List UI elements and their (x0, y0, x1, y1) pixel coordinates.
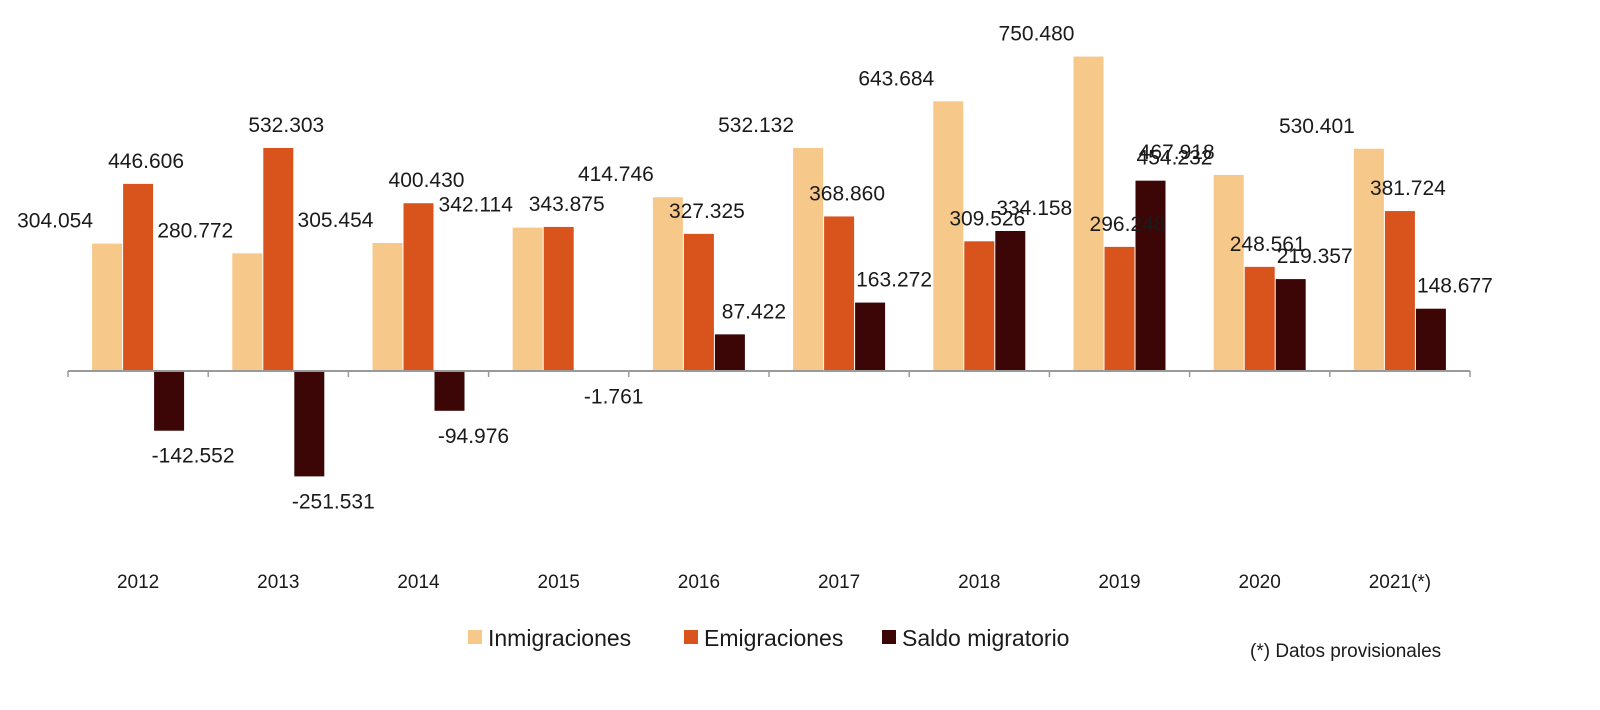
data-label-saldo-migratorio-2012: -142.552 (152, 445, 235, 468)
bars-layer (92, 56, 1446, 477)
data-label-emigraciones-2013: 532.303 (248, 114, 324, 137)
bar-saldo-migratorio-2020 (1275, 279, 1306, 371)
data-label-inmigraciones-2019: 750.480 (999, 23, 1075, 46)
data-label-emigraciones-2018: 309.526 (949, 207, 1025, 230)
data-label-saldo-migratorio-2014: -94.976 (438, 425, 509, 448)
legend-swatch-saldo-migratorio (882, 630, 896, 644)
data-label-emigraciones-2012: 446.606 (108, 150, 184, 173)
bar-emigraciones-2013 (263, 147, 294, 371)
footnote-provisional: (*) Datos provisionales (1250, 641, 1441, 662)
data-label-saldo-migratorio-2020: 219.357 (1277, 245, 1353, 268)
data-label-inmigraciones-2020: 467.918 (1139, 141, 1215, 164)
category-label-2020: 2020 (1239, 572, 1281, 593)
data-label-emigraciones-2020: 248.561 (1230, 233, 1306, 256)
bar-inmigraciones-2020 (1213, 174, 1244, 371)
data-label-saldo-migratorio-2013: -251.531 (292, 490, 375, 513)
bar-emigraciones-2017 (824, 216, 855, 371)
bar-inmigraciones-2012 (92, 243, 123, 371)
bar-inmigraciones-2015 (512, 227, 543, 371)
bar-saldo-migratorio-2016 (714, 334, 745, 371)
data-label-saldo-migratorio-2015: -1.761 (584, 386, 644, 409)
data-label-saldo-migratorio-2021: 148.677 (1417, 275, 1493, 298)
x-axis-ticks (67, 371, 1471, 377)
bar-emigraciones-2012 (123, 183, 154, 371)
data-label-saldo-migratorio-2017: 163.272 (856, 269, 932, 292)
legend-swatch-emigraciones (684, 630, 698, 644)
data-label-inmigraciones-2016: 414.746 (578, 163, 654, 186)
data-label-emigraciones-2021: 381.724 (1370, 177, 1446, 200)
category-label-2017: 2017 (818, 572, 860, 593)
bar-emigraciones-2015 (543, 226, 574, 371)
bar-emigraciones-2016 (683, 233, 714, 371)
category-label-2018: 2018 (958, 572, 1000, 593)
bar-saldo-migratorio-2017 (855, 302, 886, 371)
category-labels-layer: 2012 2013 2014 2015 2016 2017 2018 2019 2020 2021… (117, 572, 1431, 593)
bar-inmigraciones-2014 (372, 243, 403, 371)
bar-inmigraciones-2017 (793, 148, 824, 371)
category-label-2015: 2015 (538, 572, 580, 593)
bar-inmigraciones-2018 (933, 101, 964, 372)
data-label-saldo-migratorio-2019: 454.232 (1137, 147, 1213, 170)
data-labels-layer: 304.054 446.606 -142.552 280.772 532.303 -251… (17, 23, 1493, 514)
category-label-2014: 2014 (397, 572, 440, 593)
category-label-2021: 2021(*) (1369, 572, 1431, 593)
data-label-inmigraciones-2017: 532.132 (718, 114, 794, 137)
category-label-2013: 2013 (257, 572, 299, 593)
data-label-inmigraciones-2018: 643.684 (858, 67, 934, 90)
data-label-inmigraciones-2014: 305.454 (298, 209, 374, 232)
data-label-emigraciones-2014: 400.430 (389, 169, 465, 192)
bar-saldo-migratorio-2019 (1135, 180, 1166, 371)
data-label-inmigraciones-2015: 342.114 (439, 194, 514, 217)
bar-emigraciones-2014 (403, 203, 434, 371)
bar-emigraciones-2021 (1384, 211, 1415, 371)
data-label-inmigraciones-2012: 304.054 (17, 210, 93, 233)
legend-label-emigraciones: Emigraciones (704, 625, 843, 651)
legend-label-inmigraciones: Inmigraciones (488, 625, 631, 651)
data-label-emigraciones-2015: 343.875 (529, 193, 605, 216)
bar-saldo-migratorio-2018 (995, 230, 1026, 371)
data-label-emigraciones-2016: 327.325 (669, 200, 745, 223)
legend-label-saldo-migratorio: Saldo migratorio (902, 625, 1069, 651)
legend: Inmigraciones Emigraciones Saldo migratori… (468, 625, 1069, 651)
bar-saldo-migratorio-2012 (154, 371, 185, 431)
bar-inmigraciones-2019 (1073, 56, 1104, 371)
category-label-2016: 2016 (678, 572, 720, 593)
bar-inmigraciones-2016 (652, 197, 683, 371)
bar-saldo-migratorio-2021 (1415, 308, 1446, 371)
bar-emigraciones-2019 (1104, 246, 1135, 371)
bar-emigraciones-2020 (1244, 266, 1275, 371)
legend-swatch-inmigraciones (468, 630, 482, 644)
data-label-emigraciones-2017: 368.860 (809, 182, 885, 205)
data-label-inmigraciones-2013: 280.772 (157, 219, 233, 242)
data-label-inmigraciones-2021: 530.401 (1279, 115, 1355, 138)
bar-saldo-migratorio-2013 (294, 371, 325, 477)
data-label-saldo-migratorio-2018: 334.158 (996, 197, 1072, 220)
bar-emigraciones-2018 (964, 241, 995, 371)
data-label-emigraciones-2019: 296.248 (1090, 213, 1166, 236)
bar-inmigraciones-2021 (1353, 148, 1384, 371)
category-label-2019: 2019 (1098, 572, 1140, 593)
category-label-2012: 2012 (117, 572, 159, 593)
bar-inmigraciones-2013 (232, 253, 263, 371)
bar-saldo-migratorio-2014 (434, 371, 465, 411)
data-label-saldo-migratorio-2016: 87.422 (722, 300, 786, 323)
